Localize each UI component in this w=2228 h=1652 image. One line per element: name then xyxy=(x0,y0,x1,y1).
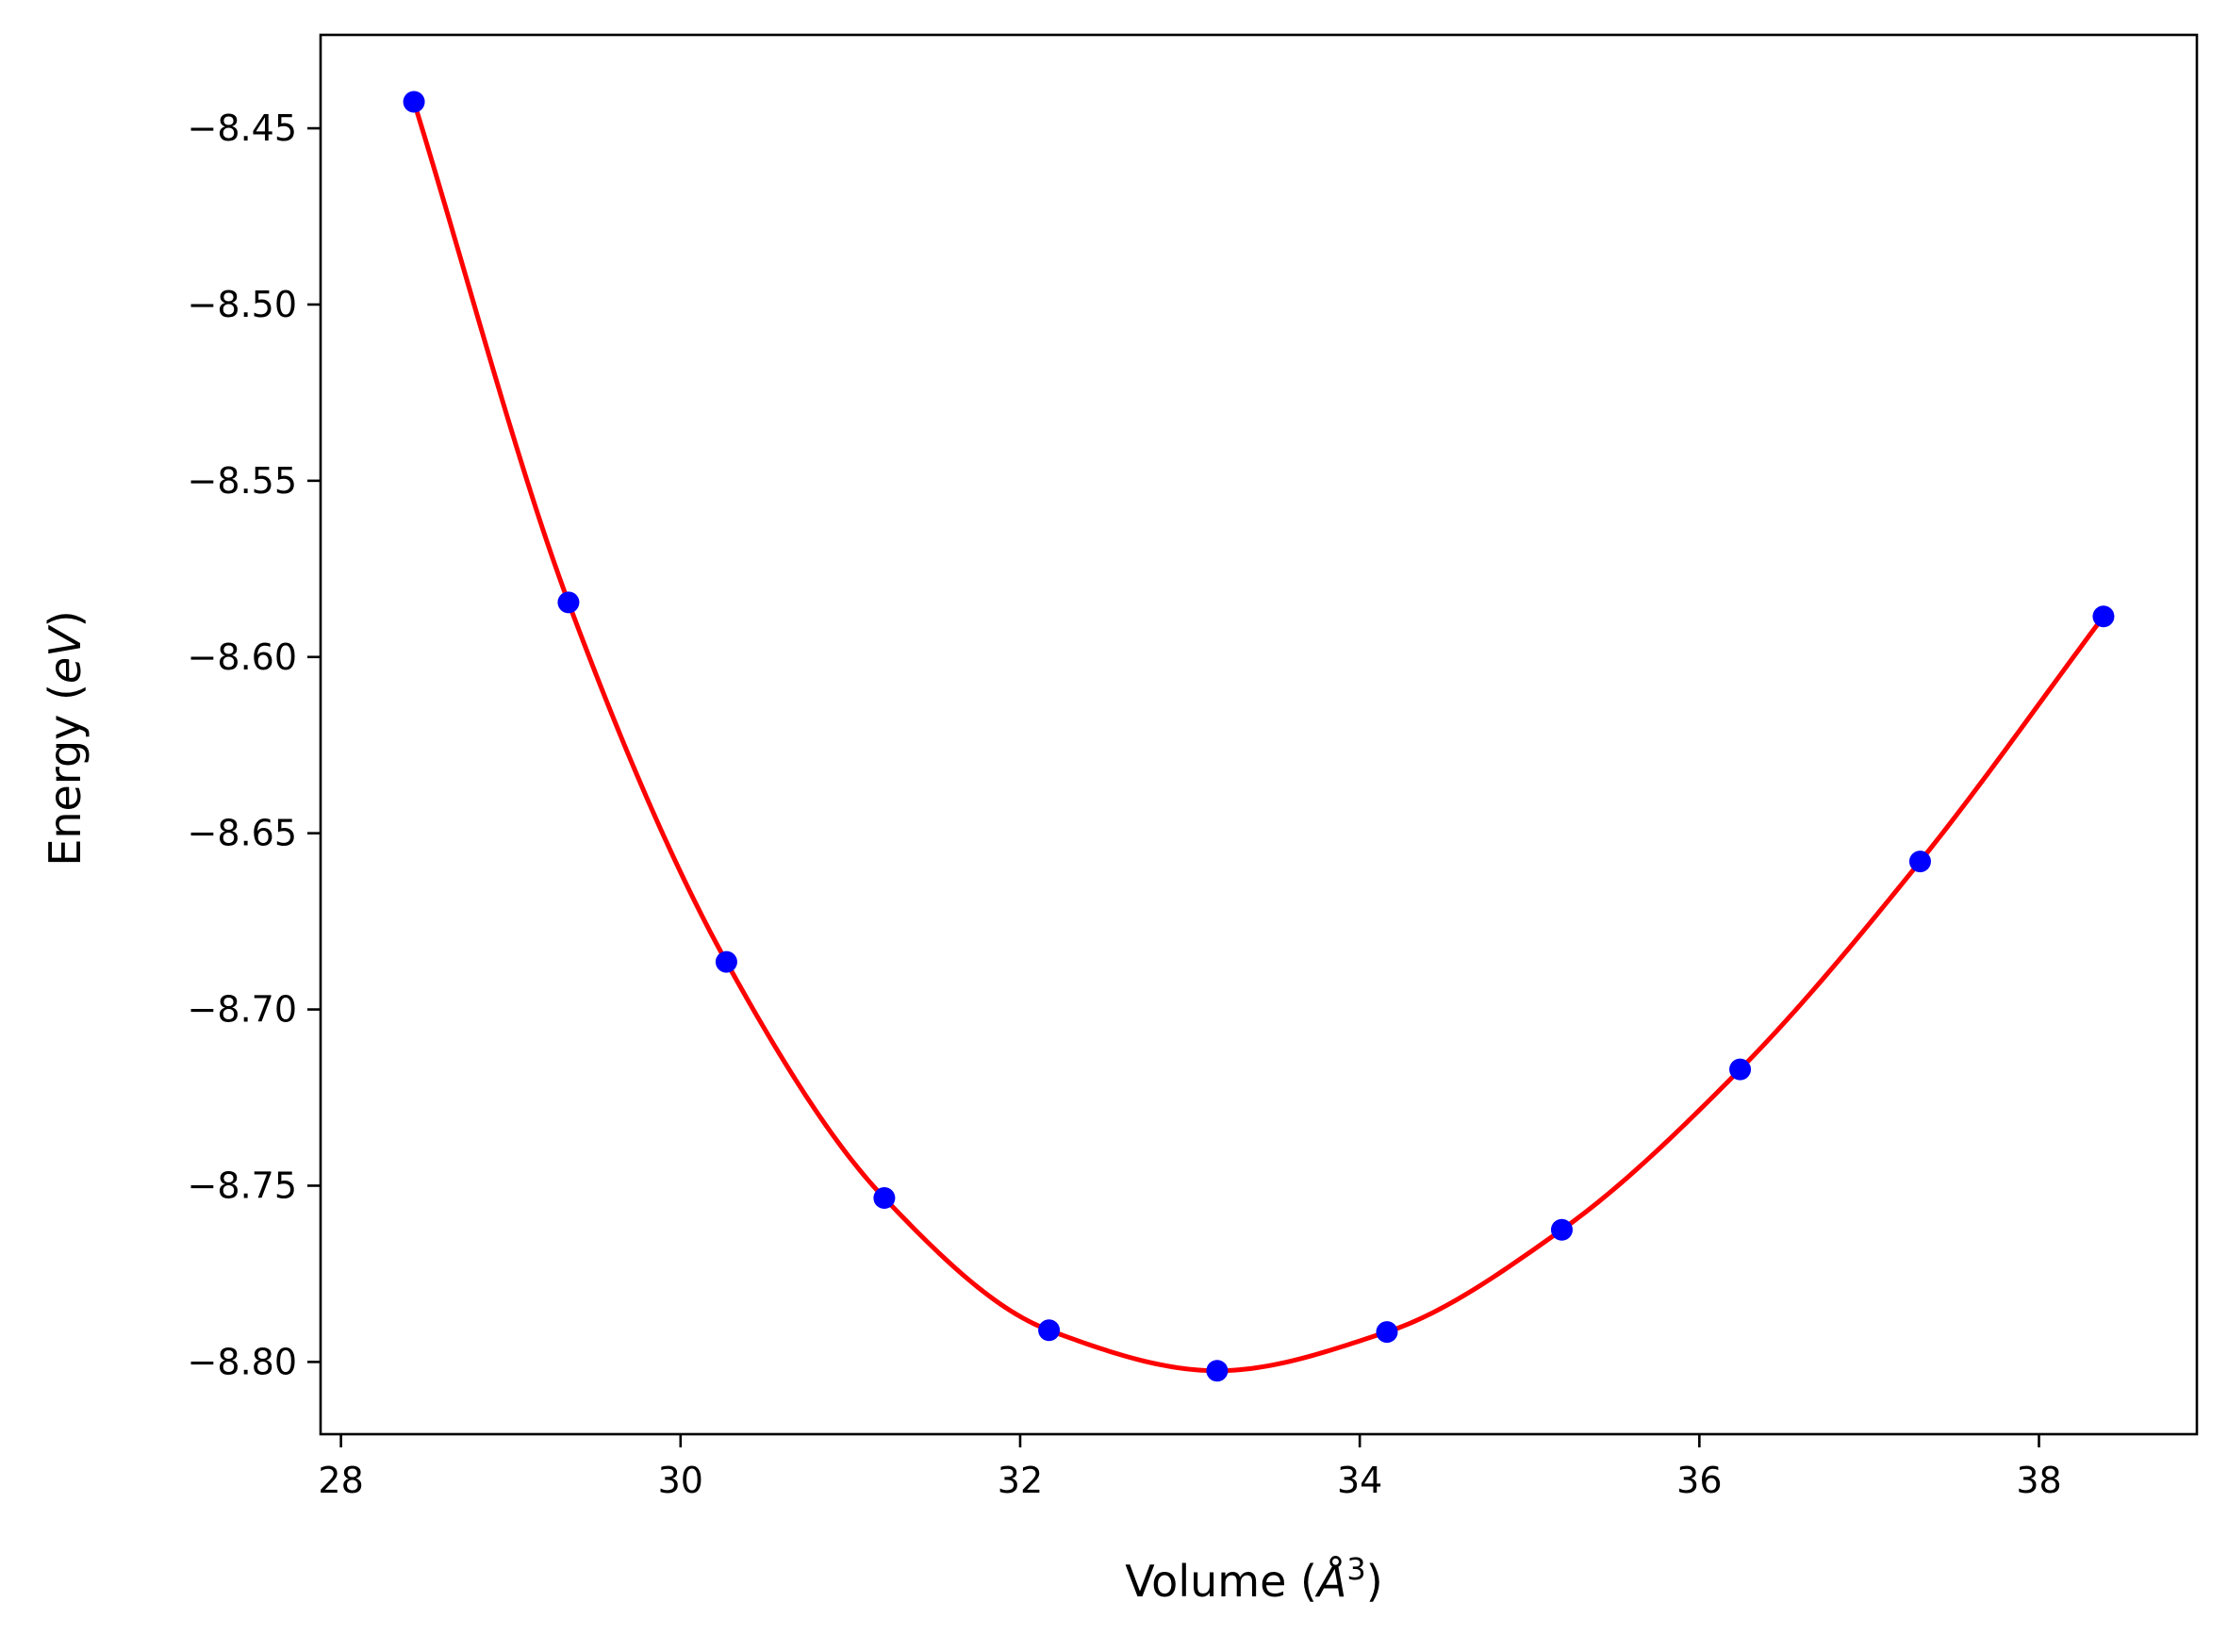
data-point xyxy=(1206,1360,1229,1382)
axes: 28 30 32 34 36 38 −8.45 −8.50 −8.55 −8.60 −8.65 −8.… xyxy=(188,33,2199,1501)
x-tick-label: 30 xyxy=(658,1460,703,1501)
x-tick-label: 28 xyxy=(318,1460,363,1501)
axes-frame xyxy=(319,33,2199,1436)
x-tick-label: 32 xyxy=(998,1460,1043,1501)
plot-area xyxy=(403,91,2115,1382)
data-point xyxy=(403,91,425,113)
data-point xyxy=(873,1187,896,1210)
y-tick-label: −8.75 xyxy=(188,1165,297,1206)
data-point xyxy=(1038,1319,1061,1342)
y-tick-label: −8.45 xyxy=(188,107,297,149)
x-tick-label: 38 xyxy=(2016,1460,2061,1501)
data-point xyxy=(1376,1321,1398,1344)
y-tick-label: −8.50 xyxy=(188,284,297,325)
data-point xyxy=(1550,1218,1573,1241)
y-axis-label: Energy (eV) xyxy=(40,610,91,866)
plot-contents xyxy=(403,91,2115,1382)
y-tick-label: −8.55 xyxy=(188,460,297,502)
data-point xyxy=(1729,1058,1752,1081)
x-tick-label: 36 xyxy=(1676,1460,1722,1501)
y-tick-label: −8.65 xyxy=(188,813,297,854)
y-tick-label: −8.60 xyxy=(188,636,297,678)
y-tick-label: −8.80 xyxy=(188,1341,297,1382)
x-axis-label: Volume (Å3) xyxy=(1125,1551,1382,1607)
data-point xyxy=(557,591,580,614)
y-tick-label: −8.70 xyxy=(188,989,297,1031)
data-point xyxy=(1908,851,1931,873)
data-point xyxy=(2092,605,2115,628)
data-point xyxy=(715,950,737,973)
x-tick-label: 34 xyxy=(1337,1460,1382,1501)
